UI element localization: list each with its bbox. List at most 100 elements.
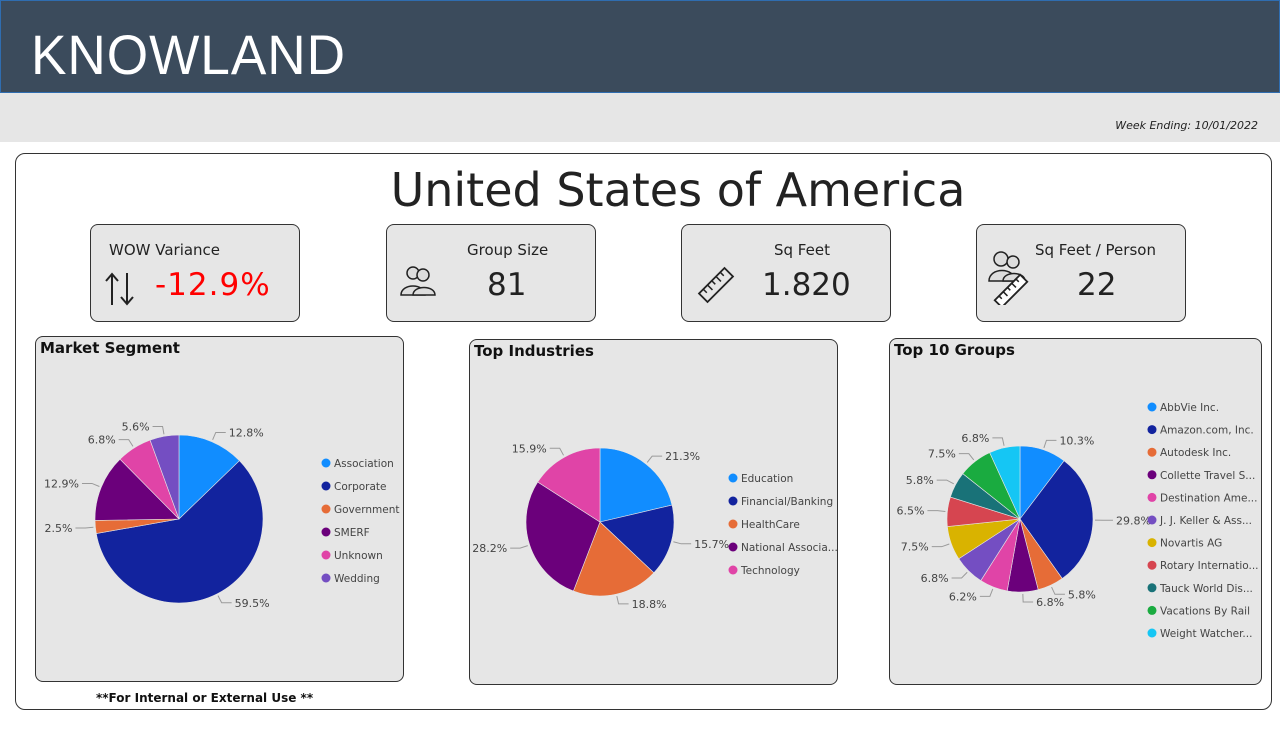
pie-slice[interactable] (149, 434, 180, 520)
data-label: 7.5% (928, 448, 956, 461)
top-10-groups-pie-chart: 10.3%29.8%5.8%6.8%6.2%6.8%7.5%6.5%5.8%7.… (896, 402, 1259, 640)
legend-item[interactable]: Wedding (334, 573, 380, 585)
leader-line (212, 431, 226, 441)
data-label: 59.5% (235, 597, 270, 610)
leader-line (549, 447, 565, 456)
leader-line (673, 541, 692, 545)
data-label: 15.7% (694, 538, 729, 551)
legend-marker (1147, 470, 1157, 480)
chart-title: Market Segment (40, 339, 180, 357)
legend-item[interactable]: Technology (740, 565, 800, 577)
top-industries-pie-chart: 21.3% 15.7% 18.8% 28.2% 15.9% Education Financ… (472, 442, 837, 611)
data-label: 29.8% (1116, 514, 1151, 527)
leader-line (951, 571, 968, 579)
app-header: KNOWLAND (0, 0, 1280, 93)
pie-slice[interactable] (95, 460, 264, 604)
legend-marker (728, 473, 738, 483)
pie-slice[interactable] (599, 447, 673, 523)
person-ruler-icon (988, 251, 1029, 305)
legend-item[interactable]: Government (334, 504, 399, 516)
data-label: 12.8% (229, 426, 264, 439)
legend-item[interactable]: Vacations By Rail (1160, 605, 1250, 617)
page-title: United States of America (390, 163, 966, 217)
leader-line (1022, 593, 1034, 603)
data-label: 5.8% (1068, 588, 1096, 601)
legend-item[interactable]: SMERF (334, 527, 370, 539)
leader-line (992, 437, 1005, 446)
data-label: 18.8% (632, 598, 667, 611)
data-label: 6.8% (921, 572, 949, 585)
pie-slice[interactable] (1019, 460, 1094, 579)
legend-item[interactable]: Association (334, 458, 394, 470)
legend-marker (1147, 492, 1157, 502)
leader-line (979, 588, 994, 597)
kpi-card-group-size[interactable]: Group Size 81 (386, 224, 596, 322)
legend-item[interactable]: AbbVie Inc. (1160, 402, 1219, 414)
kpi-card-sq-feet[interactable]: Sq Feet 1.820 (681, 224, 891, 322)
kpi-card-wow-variance[interactable]: WOW Variance -12.9% (90, 224, 300, 322)
legend-marker (321, 573, 331, 583)
legend-marker (1147, 628, 1157, 638)
brand-logo: KNOWLAND (31, 23, 347, 86)
legend-marker (1147, 560, 1157, 570)
leader-line (616, 596, 629, 605)
leader-line (1051, 586, 1065, 595)
legend-item[interactable]: Amazon.com, Inc. (1160, 425, 1254, 437)
legend-item[interactable]: Financial/Banking (741, 496, 833, 508)
pie-slice[interactable] (537, 447, 601, 523)
legend-marker (1147, 605, 1157, 615)
data-label: 12.9% (44, 477, 79, 490)
legend-item[interactable]: National Associa... (741, 542, 837, 554)
legend-item[interactable]: Weight Watcher... (1160, 628, 1252, 640)
usage-note: **For Internal or External Use ** (96, 691, 314, 705)
pie-slice[interactable] (94, 458, 180, 521)
ruler-icon (697, 266, 735, 304)
legend-marker (1147, 583, 1157, 593)
kpi-label: Sq Feet / Person (1035, 241, 1156, 259)
leader-line (927, 510, 946, 512)
legend-marker (1147, 402, 1157, 412)
data-label: 7.5% (901, 541, 929, 554)
leader-line (936, 479, 954, 485)
leader-line (510, 545, 528, 549)
data-label: 6.8% (88, 434, 116, 447)
legend-marker (728, 542, 738, 552)
legend-item[interactable]: Autodesk Inc. (1160, 447, 1231, 459)
week-ending-label: Week Ending: 10/01/2022 (1115, 119, 1258, 132)
legend-item[interactable]: Education (741, 473, 793, 485)
legend-marker (1147, 425, 1157, 435)
pie-slice[interactable] (178, 434, 240, 520)
kpi-card-sq-feet-per-person[interactable]: Sq Feet / Person 22 (976, 224, 1186, 322)
data-label: 5.8% (906, 474, 934, 487)
data-label: 6.2% (949, 590, 977, 603)
pie-slice[interactable] (599, 504, 675, 574)
legend-item[interactable]: Destination Ame... (1160, 492, 1257, 504)
legend-item[interactable]: Novartis AG (1160, 538, 1222, 550)
pie-slice[interactable] (525, 481, 601, 592)
legend-item[interactable]: Corporate (334, 481, 387, 493)
kpi-value-sq-feet: 1.820 (762, 267, 851, 303)
pie-slice[interactable] (989, 445, 1021, 520)
chart-title: Top 10 Groups (894, 341, 1015, 359)
legend-item[interactable]: Collette Travel S... (1160, 470, 1255, 482)
data-label: 2.5% (44, 522, 72, 535)
chart-card-top-10-groups: Top 10 Groups 10.3% 29.8% 5.8% 6.8% 6.2% 6.8%… (889, 338, 1262, 685)
data-label: 21.3% (665, 450, 700, 463)
kpi-label: WOW Variance (109, 241, 221, 259)
pie-slice[interactable] (572, 521, 655, 597)
data-label: 28.2% (472, 542, 507, 555)
legend-marker (321, 550, 331, 560)
legend-item[interactable]: HealthCare (741, 519, 800, 531)
legend-marker (1147, 538, 1157, 548)
kpi-value-wow-variance: -12.9% (155, 267, 271, 303)
up-down-arrows-icon (105, 272, 134, 306)
legend-item[interactable]: J. J. Keller & Ass... (1159, 515, 1252, 527)
people-group-icon (400, 266, 436, 296)
legend-item[interactable]: Rotary Internatio... (1160, 560, 1259, 572)
legend-item[interactable]: Unknown (334, 550, 383, 562)
kpi-value-group-size: 81 (487, 267, 527, 303)
legend-marker (321, 458, 331, 468)
chart-card-top-industries: Top Industries 21.3% 15.7% 18.8% 28.2% 15.9%… (469, 339, 838, 685)
info-bar: Week Ending: 10/01/2022 (0, 93, 1280, 142)
legend-item[interactable]: Tauck World Dis... (1159, 583, 1253, 595)
